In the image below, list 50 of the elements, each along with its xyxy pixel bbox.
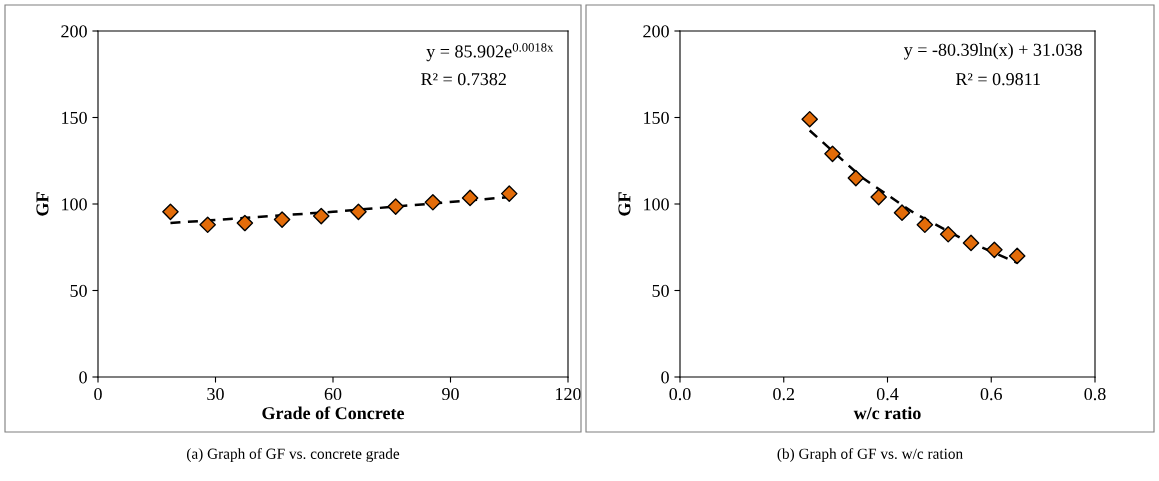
point bbox=[939, 225, 957, 243]
x-tick-label: 0.6 bbox=[980, 387, 1002, 401]
text: (b) Graph of GF vs. w/c ration bbox=[777, 447, 963, 463]
point bbox=[801, 110, 818, 128]
annotation: y = 85.902e$^{0.0018x}$ bbox=[426, 43, 554, 62]
point bbox=[199, 216, 216, 234]
y-tick-label: 150 bbox=[644, 111, 669, 124]
x-tick-label: 120 bbox=[556, 387, 581, 401]
y-tick-label: 50 bbox=[70, 284, 87, 297]
point bbox=[387, 198, 404, 215]
point bbox=[916, 216, 934, 234]
y-axis-title: GF bbox=[618, 192, 631, 216]
y-tick-label: 100 bbox=[62, 198, 87, 211]
y-axis-title: GF bbox=[36, 192, 49, 216]
point bbox=[1008, 247, 1026, 265]
x-axis-title: Grade of Concrete bbox=[262, 406, 405, 420]
point bbox=[870, 188, 887, 206]
point bbox=[236, 214, 254, 232]
point bbox=[350, 203, 367, 221]
point bbox=[824, 145, 841, 163]
x-tick-label: 90 bbox=[442, 387, 459, 401]
x-tick-label: 0.2 bbox=[773, 387, 795, 401]
point bbox=[312, 207, 330, 225]
x-tick-label: 0.8 bbox=[1084, 387, 1106, 401]
y-tick-label: 100 bbox=[644, 198, 669, 211]
point bbox=[893, 204, 911, 221]
point bbox=[500, 185, 518, 202]
y-tick-label: 0 bbox=[79, 371, 87, 384]
point bbox=[162, 203, 179, 221]
point bbox=[847, 169, 865, 187]
x-tick-label: 30 bbox=[207, 387, 224, 401]
annotation: R² = 0.9811 bbox=[955, 73, 1040, 86]
x-axis-title: w/c ratio bbox=[853, 406, 921, 420]
x-tick-label: 60 bbox=[324, 387, 342, 401]
y-tick-label: 0 bbox=[661, 371, 669, 384]
y-tick-label: 150 bbox=[62, 111, 87, 124]
x-tick-label: 0 bbox=[94, 387, 102, 401]
point bbox=[424, 193, 442, 211]
point bbox=[986, 241, 1003, 259]
point bbox=[273, 211, 291, 228]
y-tick-label: 200 bbox=[643, 25, 669, 38]
x-tick-label: 0.4 bbox=[876, 387, 899, 401]
point bbox=[461, 189, 479, 207]
y-tick-label: 200 bbox=[61, 25, 87, 38]
text: (a) Graph of GF vs. concrete grade bbox=[186, 447, 400, 463]
annotation: R² = 0.7382 bbox=[421, 73, 506, 86]
y-tick-label: 50 bbox=[652, 284, 669, 297]
point bbox=[962, 234, 980, 252]
x-tick-label: 0.0 bbox=[669, 387, 691, 401]
annotation: y = -80.39ln(x) + 31.038 bbox=[903, 43, 1082, 60]
